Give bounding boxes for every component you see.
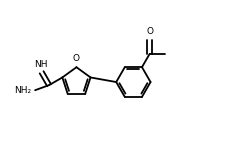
Text: NH₂: NH₂ — [14, 86, 31, 95]
Text: NH: NH — [34, 60, 47, 69]
Text: O: O — [146, 27, 153, 36]
Text: O: O — [73, 54, 80, 63]
